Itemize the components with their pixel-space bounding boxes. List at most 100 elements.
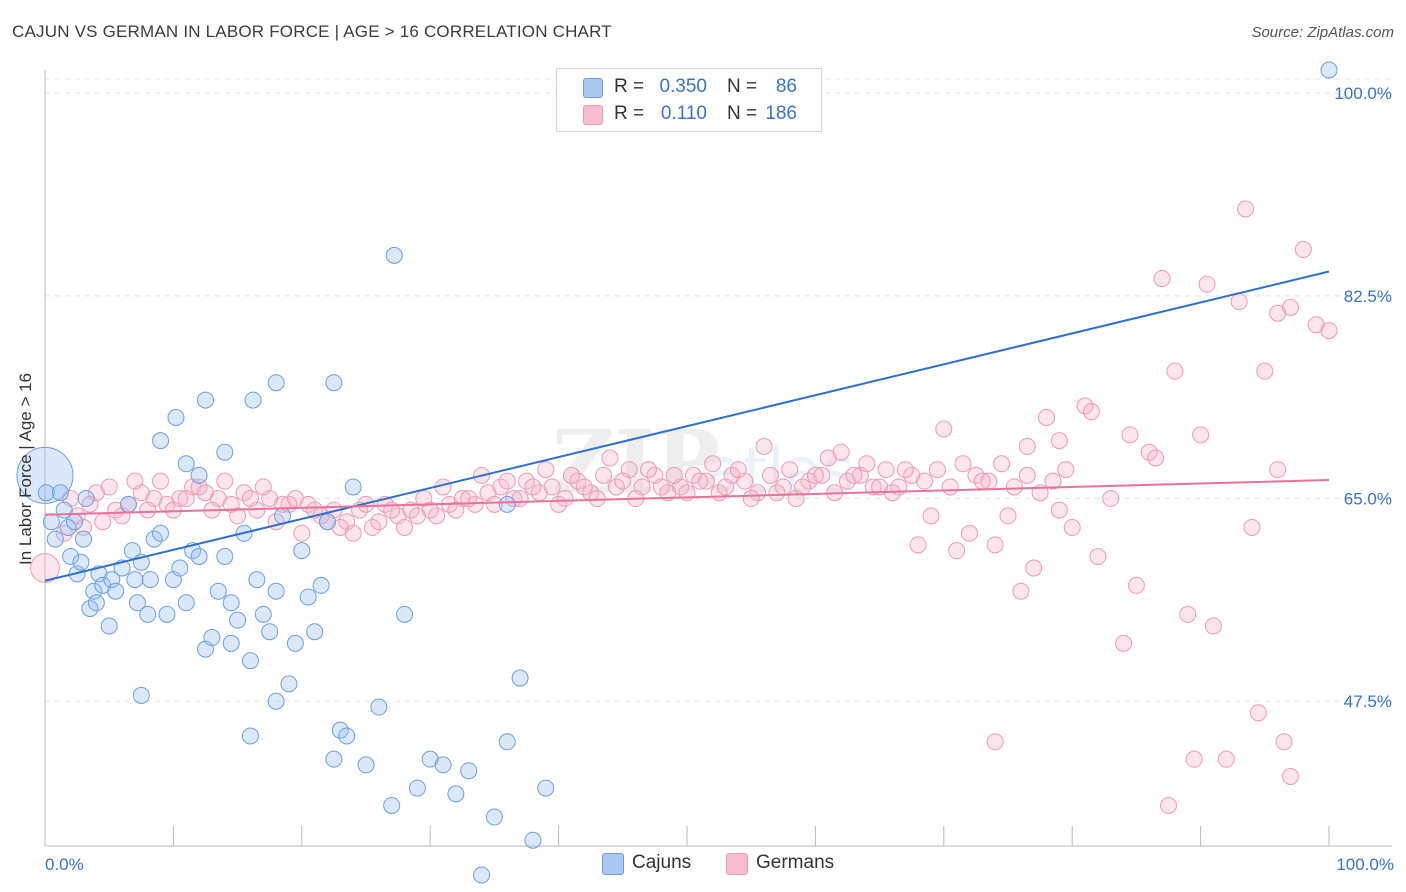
- chart-source: Source: ZipAtlas.com: [1251, 24, 1394, 41]
- cajun-point: [128, 594, 146, 612]
- german-point: [832, 443, 850, 461]
- german-point: [1121, 426, 1139, 444]
- cajun-point: [261, 623, 279, 641]
- cajun-point: [248, 571, 266, 589]
- german-point: [999, 507, 1017, 525]
- german-point: [1281, 768, 1299, 786]
- german-point: [1237, 200, 1255, 218]
- german-point: [1057, 461, 1075, 479]
- german-point: [1063, 518, 1081, 536]
- cajun-point: [537, 779, 555, 797]
- cajun-point: [286, 634, 304, 652]
- cajun-point: [267, 582, 285, 600]
- cajun-point: [100, 617, 118, 635]
- cajun-point: [66, 513, 84, 531]
- german-point: [595, 466, 613, 484]
- german-point: [518, 472, 535, 490]
- y-tick-label: 82.5%: [1344, 287, 1392, 306]
- y-tick-label: 47.5%: [1344, 692, 1392, 711]
- cajun-point: [344, 478, 362, 496]
- german-point: [575, 478, 593, 496]
- correlation-legend: R = 0.350 N = 86 R = 0.110 N = 186: [556, 68, 822, 132]
- german-point: [691, 472, 709, 490]
- german-point: [1082, 403, 1100, 421]
- german-point: [1294, 241, 1312, 259]
- cajun-point: [383, 796, 401, 814]
- cajun-trend-line: [44, 270, 1330, 582]
- cajun-point: [1320, 61, 1338, 79]
- german-point: [717, 478, 735, 496]
- cajun-point: [16, 446, 74, 504]
- trend-lines: [44, 270, 1330, 582]
- r-label: R =: [614, 103, 645, 124]
- german-point: [607, 478, 625, 496]
- cajun-point: [396, 605, 414, 623]
- cajun-point: [229, 611, 247, 629]
- german-point: [1269, 304, 1287, 322]
- german-point: [755, 437, 773, 455]
- cajun-point: [267, 374, 285, 392]
- cajun-point: [222, 634, 240, 652]
- cajun-point: [141, 571, 159, 589]
- german-point: [928, 461, 946, 479]
- x-tick-label-max: 100.0%: [1336, 855, 1394, 874]
- german-point: [954, 455, 972, 473]
- y-tick-label: 65.0%: [1344, 490, 1392, 509]
- german-point: [543, 478, 561, 496]
- german-point: [1076, 397, 1094, 415]
- german-point: [896, 461, 914, 479]
- german-point: [1044, 472, 1062, 490]
- german-point: [139, 501, 157, 519]
- cajun-point: [62, 547, 80, 565]
- german-point: [1147, 449, 1165, 467]
- german-point: [916, 472, 934, 490]
- german-point: [94, 513, 112, 531]
- german-point: [241, 490, 259, 508]
- german-point: [402, 501, 420, 519]
- cajun-legend-label: Cajuns: [632, 852, 692, 873]
- cajun-point: [325, 374, 343, 392]
- german-point: [1166, 362, 1184, 380]
- x-tick-label-min: 0.0%: [45, 855, 84, 874]
- german-point: [1204, 617, 1222, 635]
- legend-row-cajuns: R = 0.350 N = 86: [557, 76, 821, 100]
- german-point: [293, 524, 311, 542]
- german-point: [370, 513, 388, 531]
- tick-labels: 47.5% 65.0% 82.5% 100.0% 0.0% 100.0%: [45, 84, 1394, 874]
- cajun-point: [216, 443, 234, 461]
- cajun-point: [132, 686, 150, 704]
- cajun-point: [241, 652, 259, 670]
- cajun-point: [434, 756, 452, 774]
- german-point: [601, 449, 619, 467]
- n-value: 86: [775, 76, 797, 97]
- german-point: [235, 484, 253, 502]
- cajun-point: [254, 605, 272, 623]
- y-axis-label: In Labor Force | Age > 16: [16, 372, 35, 565]
- german-point: [986, 733, 1004, 751]
- cajun-point: [408, 779, 426, 797]
- cajun-point: [306, 623, 324, 641]
- cajun-point: [42, 513, 60, 531]
- german-point: [556, 490, 574, 508]
- german-point: [697, 472, 715, 490]
- german-point: [524, 478, 542, 496]
- german-point: [845, 466, 863, 484]
- german-point: [1320, 322, 1338, 340]
- german-point: [254, 478, 272, 496]
- german-point: [75, 518, 93, 536]
- y-tick-label: 100.0%: [1334, 84, 1392, 103]
- german-point: [941, 478, 959, 496]
- german-point: [1089, 547, 1107, 565]
- cajun-point: [203, 629, 221, 647]
- cajun-point: [177, 455, 195, 473]
- german-point: [164, 501, 182, 519]
- german-point: [1018, 466, 1036, 484]
- cajun-point: [241, 727, 259, 745]
- cajun-point: [126, 571, 144, 589]
- cajun-point: [87, 594, 105, 612]
- german-point: [1018, 437, 1036, 455]
- german-swatch: [583, 105, 603, 125]
- cajun-point: [498, 495, 516, 513]
- cajun-point: [119, 495, 137, 513]
